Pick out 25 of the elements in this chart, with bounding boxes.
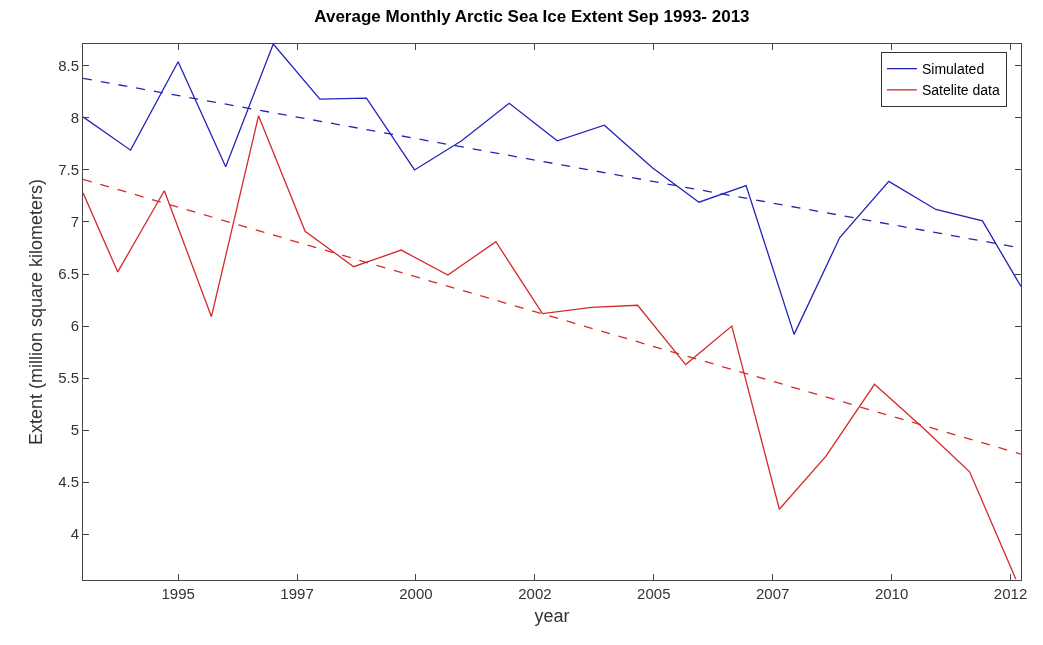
x-tick-label: 2000 — [399, 585, 433, 602]
y-axis-title: Extent (million square kilometers) — [26, 178, 47, 446]
y-tick-label: 6.5 — [58, 265, 79, 283]
y-tick-label: 7.5 — [58, 161, 79, 179]
x-tick-label: 2005 — [637, 585, 671, 602]
x-axis-title: year — [534, 606, 570, 627]
x-tick-label: 2002 — [518, 585, 552, 602]
chart-title: Average Monthly Arctic Sea Ice Extent Sep 1993- 2013 — [314, 6, 750, 26]
legend-label: Satelite data — [921, 82, 1000, 99]
y-tick-label: 8.5 — [58, 57, 79, 75]
line-series — [83, 44, 1021, 336]
y-tick-label: 4 — [70, 525, 79, 543]
y-tick-label: 5.5 — [58, 369, 79, 387]
y-tick-label: 4.5 — [58, 473, 79, 491]
x-tick-label: 1995 — [161, 585, 195, 602]
x-tick-label: 2012 — [993, 585, 1028, 602]
y-tick-label: 6 — [70, 317, 79, 335]
legend-label: Simulated — [921, 61, 985, 78]
x-tick-label: 1997 — [280, 585, 314, 602]
y-tick-label: 8 — [70, 109, 79, 127]
x-tick-label: 2007 — [756, 585, 790, 602]
y-tick-label: 7 — [70, 213, 79, 231]
x-tick-label: 2010 — [874, 585, 909, 602]
y-tick-label: 5 — [70, 421, 79, 439]
line-series — [83, 115, 1017, 580]
